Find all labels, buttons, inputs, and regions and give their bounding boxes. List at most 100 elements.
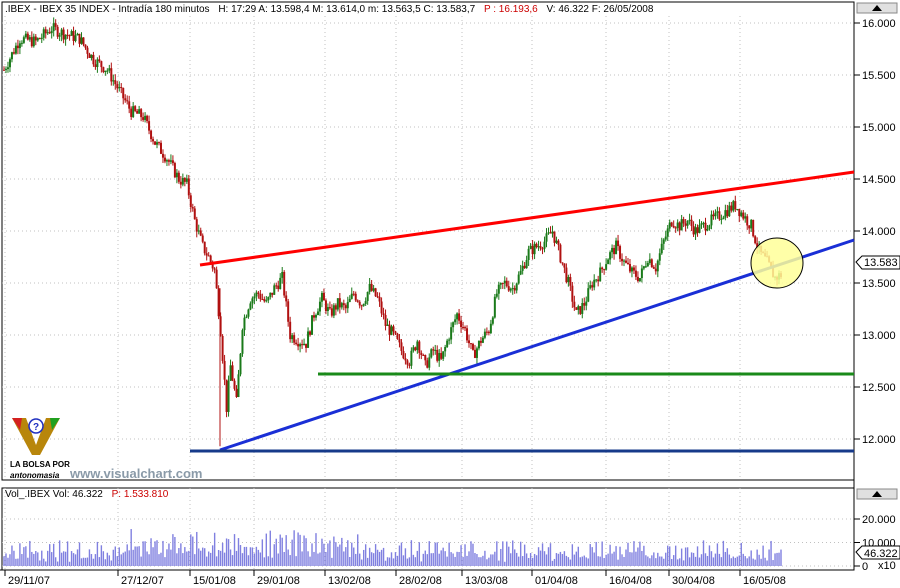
candle-body — [88, 53, 91, 58]
volume-bar — [287, 549, 289, 566]
candle-body — [247, 309, 250, 317]
candle-body — [726, 210, 729, 217]
volume-bar — [337, 546, 339, 566]
candle-body — [360, 305, 363, 307]
candle-body — [605, 264, 608, 270]
volume-bar — [25, 546, 27, 566]
volume-bar — [416, 550, 419, 566]
volume-bar — [3, 556, 5, 566]
volume-bar — [490, 554, 492, 566]
volume-bar — [205, 556, 208, 566]
price-panel-resize-button[interactable] — [856, 2, 898, 14]
volume-bar — [734, 557, 736, 566]
candle-body — [511, 288, 514, 290]
candle-body — [12, 52, 15, 54]
candle-body — [223, 360, 226, 380]
volume-bar — [235, 550, 238, 566]
candle-body — [632, 267, 635, 271]
candle-body — [36, 38, 39, 41]
candle-body — [396, 333, 399, 340]
candle-body — [644, 266, 647, 268]
volume-bar — [422, 553, 425, 566]
candle-body — [426, 360, 429, 368]
candle-body — [744, 216, 747, 219]
volume-bar — [408, 557, 411, 566]
candle-body — [271, 292, 274, 295]
volume-bar — [100, 545, 103, 566]
candle-body — [380, 301, 383, 314]
volume-bar — [162, 540, 164, 566]
candle-body — [555, 240, 558, 243]
candle-body — [24, 33, 27, 38]
volume-bar — [58, 540, 61, 566]
volume-bar — [261, 539, 264, 566]
candle-body — [623, 260, 626, 262]
candle-body — [676, 222, 679, 229]
volume-bar — [736, 556, 738, 566]
candle-body — [720, 218, 723, 220]
candle-body — [565, 267, 568, 283]
candle-body — [609, 252, 612, 260]
volume-bar — [90, 554, 93, 566]
volume-bar — [494, 551, 496, 566]
candle-body — [265, 300, 268, 302]
volume-bar — [559, 551, 562, 566]
volume-bar — [676, 559, 679, 566]
candle-body — [702, 222, 705, 224]
candle-body — [503, 280, 506, 284]
volume-bar — [362, 549, 365, 566]
volume-bar — [426, 554, 428, 566]
candle-body — [406, 360, 409, 365]
candle-body — [56, 26, 59, 37]
volume-bar — [96, 541, 99, 566]
candle-body — [281, 271, 284, 278]
candle-body — [473, 349, 476, 358]
candle-body — [464, 327, 467, 329]
candle-body — [382, 313, 385, 315]
candle-body — [378, 296, 381, 302]
volume-bar — [98, 557, 101, 566]
volume-bar — [128, 550, 130, 566]
volume-bar — [257, 549, 260, 566]
volume-bar — [56, 561, 59, 566]
volume-bar — [378, 551, 381, 566]
candle-body — [277, 285, 280, 290]
candle-body — [545, 233, 548, 242]
candle-body — [90, 54, 93, 58]
volume-bar — [7, 557, 9, 566]
candle-body — [356, 300, 359, 302]
volume-bar — [343, 551, 345, 566]
volume-bar — [237, 538, 240, 566]
candle-body — [34, 36, 37, 41]
candle-body — [664, 236, 667, 240]
volume-bar — [758, 554, 760, 566]
candle-body — [597, 279, 600, 282]
volume-bar — [170, 549, 172, 566]
volume-panel-resize-button[interactable] — [856, 488, 898, 500]
volume-bar — [533, 553, 536, 566]
volume-bar — [766, 560, 768, 566]
volume-bar — [144, 541, 146, 566]
volume-bar — [136, 546, 138, 566]
candle-body — [527, 248, 530, 261]
volume-bar — [557, 553, 560, 566]
candle-body — [189, 195, 192, 208]
volume-bar — [64, 551, 67, 566]
volume-bar — [74, 554, 77, 566]
candle-body — [404, 358, 407, 361]
volume-bar — [764, 557, 766, 566]
candle-body — [4, 69, 7, 71]
volume-bar — [198, 548, 200, 566]
volume-bar — [573, 554, 576, 566]
candle-body — [8, 59, 11, 68]
volume-bar — [466, 555, 468, 566]
candle-body — [32, 36, 35, 47]
volume-header-p: P: 1.533.810 — [112, 489, 169, 500]
volume-bar — [295, 556, 297, 566]
logo: ? LA BOLSA POR antonomasia www.visualcha… — [10, 418, 202, 481]
candle-body — [227, 380, 230, 412]
volume-bar — [410, 540, 413, 566]
candle-body — [682, 219, 685, 224]
candle-body — [267, 297, 270, 301]
volume-bar — [231, 555, 234, 566]
